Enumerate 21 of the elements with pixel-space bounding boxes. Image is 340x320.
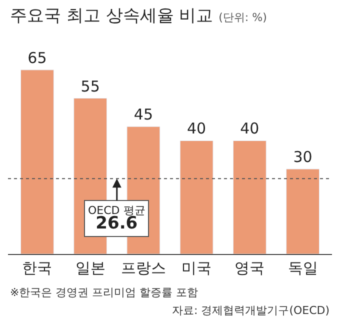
x-tick-label: 프랑스 bbox=[120, 259, 166, 277]
x-tick-label: 미국 bbox=[182, 259, 212, 277]
chart-subtitle: (단위: %) bbox=[218, 11, 267, 24]
chart-title: 주요국 최고 상속세율 비교 bbox=[10, 6, 214, 26]
data-label: 40 bbox=[240, 120, 260, 138]
text: ※한국은 경영권 프리미엄 할증률 포함 bbox=[10, 286, 198, 299]
bar bbox=[232, 140, 266, 254]
data-label: 55 bbox=[80, 77, 100, 96]
x-tick-label: 한국 bbox=[22, 259, 52, 277]
data-label: 45 bbox=[134, 106, 153, 124]
bar bbox=[286, 168, 320, 254]
bar bbox=[180, 140, 214, 254]
data-label: 65 bbox=[28, 48, 47, 67]
text: 자료: 경제협력개발기구(OECD) bbox=[172, 304, 330, 317]
x-tick-label: 독일 bbox=[288, 259, 318, 277]
x-tick-label: 영국 bbox=[234, 259, 265, 277]
ref-line-label: OECD 평균 26.6 bbox=[88, 204, 146, 234]
data-label: 30 bbox=[293, 148, 312, 166]
x-tick-label: 일본 bbox=[75, 259, 106, 277]
bar bbox=[20, 70, 54, 254]
data-label: 40 bbox=[187, 120, 206, 138]
